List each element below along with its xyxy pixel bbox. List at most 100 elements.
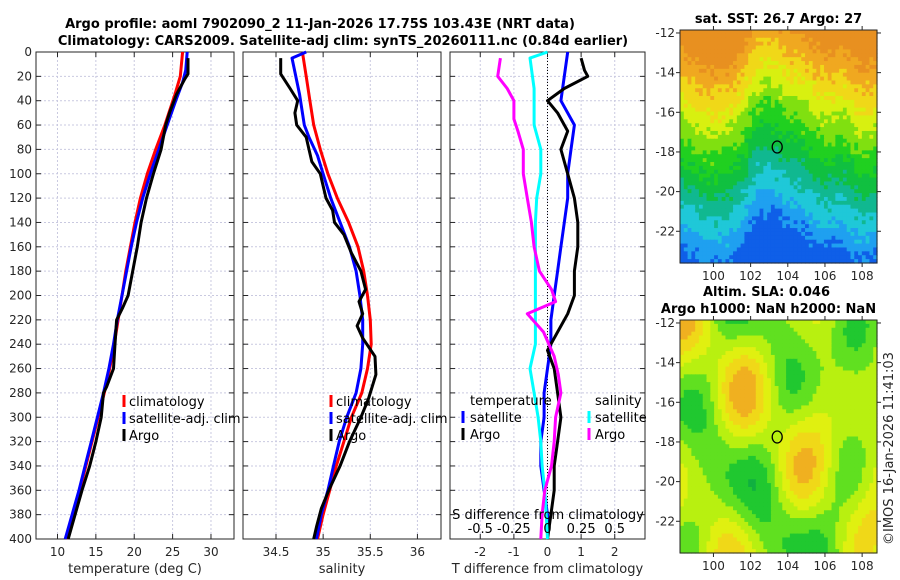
argo-location-marker xyxy=(771,430,783,444)
argo-location-marker xyxy=(771,140,783,154)
x-tick-label: 108 xyxy=(851,559,874,573)
legend-label: Argo xyxy=(129,429,159,444)
legend-label: Argo xyxy=(470,428,500,443)
series-line-temperature-satellite xyxy=(539,51,576,539)
y-tick-label: 120 xyxy=(9,191,32,205)
x-tick-label: 15 xyxy=(88,545,103,559)
x-axis-label: T difference from climatology xyxy=(451,562,644,577)
y-tick-label: -18 xyxy=(655,435,675,449)
x-tick-label: 0 xyxy=(544,545,552,559)
x-tick-label: 1 xyxy=(577,545,585,559)
y-tick-label: 280 xyxy=(9,386,32,400)
x-tick-label: -1 xyxy=(508,545,520,559)
legend-label: satellite xyxy=(470,411,522,426)
x-tick-label: 35 xyxy=(316,545,331,559)
copyright-text: ©IMOS 16-Jan-2026 11:41:03 xyxy=(882,352,897,545)
legend-label: satellite-adj. clim xyxy=(336,412,448,427)
x-tick-label: 102 xyxy=(739,559,762,573)
salinity-panel: 34.5 35 35.5 36 salinity climatology satellite… xyxy=(242,50,448,577)
map-title: sat. SST: 26.7 Argo: 27 xyxy=(695,12,862,27)
legend-title-temperature: temperature xyxy=(470,394,552,409)
y-tick-label: 200 xyxy=(9,289,32,303)
sst-map-panel: sat. SST: 26.7 Argo: 27 100 102 104 106 108 -1… xyxy=(655,12,881,283)
y-tick-label: -14 xyxy=(655,66,675,80)
legend-label: Argo xyxy=(595,428,625,443)
y-tick-label: -20 xyxy=(655,185,675,199)
x-axis-label: salinity xyxy=(319,562,366,577)
y-tick-label: 260 xyxy=(9,362,32,376)
y-tick-label: -22 xyxy=(655,224,675,238)
series-line-salinity-satellite xyxy=(528,50,549,540)
y-tick-label: 380 xyxy=(9,508,32,522)
salinity-tick-label: -0.25 xyxy=(497,522,531,537)
y-tick-label: 80 xyxy=(17,142,32,156)
x-axis-label: temperature (deg C) xyxy=(68,562,202,577)
x-tick-label: 102 xyxy=(739,269,762,283)
salinity-tick-label: 0 xyxy=(543,522,551,537)
y-tick-label: 220 xyxy=(9,313,32,327)
x-tick-label: 100 xyxy=(702,269,725,283)
y-tick-label: 40 xyxy=(17,94,32,108)
difference-panel: -2 -1 0 1 2 T difference from climatology temp… xyxy=(449,50,647,577)
y-tick-label: -22 xyxy=(655,514,675,528)
y-tick-label: -12 xyxy=(655,26,675,40)
y-tick-label: 300 xyxy=(9,410,32,424)
temperature-panel: 0 20 40 60 80 100 120 140 160 180 200 220 240 260 280 3… xyxy=(9,45,241,577)
y-tick-label: 0 xyxy=(24,45,32,59)
y-tick-label: 180 xyxy=(9,264,32,278)
salinity-tick-label: 0.25 xyxy=(567,522,596,537)
series-line-satellite-adj-clim xyxy=(63,51,189,540)
y-tick-label: 240 xyxy=(9,337,32,351)
y-tick-label: 320 xyxy=(9,435,32,449)
x-tick-label: 25 xyxy=(165,545,180,559)
legend-label: Argo xyxy=(336,429,366,444)
y-tick-label: 60 xyxy=(17,118,32,132)
sla-map-panel: Altim. SLA: 0.046 Argo h1000: NaN h2000: … xyxy=(655,285,881,573)
x-tick-label: 100 xyxy=(702,559,725,573)
x-tick-label: -2 xyxy=(474,545,486,559)
x-tick-label: 34.5 xyxy=(263,545,290,559)
x-tick-label: 36 xyxy=(410,545,425,559)
salinity-axis-label: S difference from climatology xyxy=(452,508,644,523)
y-tick-label: -14 xyxy=(655,356,675,370)
y-tick-label: -12 xyxy=(655,316,675,330)
legend-label: climatology xyxy=(336,395,412,410)
map-frame xyxy=(679,319,878,554)
map-frame xyxy=(679,29,878,264)
series-line-temperature-argo xyxy=(546,57,590,540)
map-title: Altim. SLA: 0.046 xyxy=(703,285,830,300)
x-tick-label: 35.5 xyxy=(357,545,384,559)
y-tick-label: 160 xyxy=(9,240,32,254)
legend-label: satellite-adj. clim xyxy=(129,412,241,427)
x-tick-label: 106 xyxy=(814,559,837,573)
series-line-argo xyxy=(66,58,190,540)
series-line-argo xyxy=(279,58,378,540)
y-tick-label: -16 xyxy=(655,395,675,409)
salinity-tick-label: 0.5 xyxy=(604,522,625,537)
map-field xyxy=(680,30,878,264)
figure-title-line1: Argo profile: aoml 7902090_2 11-Jan-2026… xyxy=(65,17,575,32)
salinity-tick-label: -0.5 xyxy=(468,522,493,537)
map-field xyxy=(680,320,878,554)
y-tick-label: 140 xyxy=(9,215,32,229)
x-tick-label: 10 xyxy=(50,545,65,559)
figure-title-line2: Climatology: CARS2009. Satellite-adj cli… xyxy=(58,34,628,49)
x-tick-label: 20 xyxy=(127,545,142,559)
x-tick-label: 30 xyxy=(203,545,218,559)
x-tick-label: 106 xyxy=(814,269,837,283)
y-tick-label: 360 xyxy=(9,483,32,497)
y-tick-label: -20 xyxy=(655,475,675,489)
series-line-climatology xyxy=(300,51,373,540)
x-tick-label: 104 xyxy=(776,269,799,283)
series-line-salinity-argo xyxy=(496,57,563,540)
x-tick-label: 2 xyxy=(611,545,619,559)
map-title: Argo h1000: NaN h2000: NaN xyxy=(661,302,876,317)
legend-label: climatology xyxy=(129,395,205,410)
legend-label: satellite xyxy=(595,411,647,426)
y-tick-label: 340 xyxy=(9,459,32,473)
y-tick-label: 20 xyxy=(17,69,32,83)
x-tick-label: 108 xyxy=(851,269,874,283)
legend-title-salinity: salinity xyxy=(595,394,642,409)
x-tick-label: 104 xyxy=(776,559,799,573)
